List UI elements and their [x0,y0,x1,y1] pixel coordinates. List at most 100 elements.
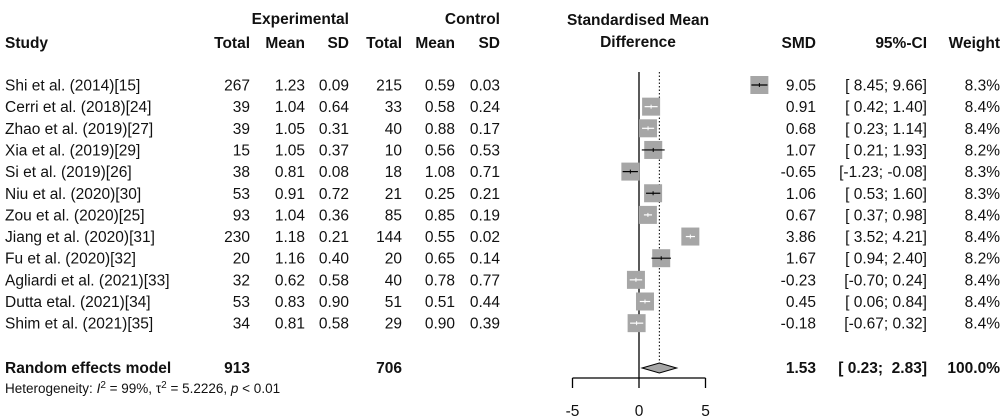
header-control: Control [445,11,500,28]
exp-total: 93 [233,207,250,224]
weight-value: 8.3% [965,164,1001,181]
exp-mean: 1.23 [275,78,305,95]
ctrl-total: 51 [385,294,402,311]
weight-value: 8.3% [965,186,1001,203]
smd-value: 3.86 [786,229,816,246]
ctrl-mean: 0.88 [425,121,455,138]
smd-value: -0.18 [781,316,816,333]
table-row: Agliardi et al. (2021)[33] 32 0.62 0.58 40 0.… [5,272,1000,289]
smd-value: 0.67 [786,207,816,224]
header-experimental: Experimental [252,11,349,28]
weight-value: 8.4% [965,99,1001,116]
ci-value: [ 8.45; 9.66] [845,78,927,95]
exp-mean: 0.81 [275,316,305,333]
ctrl-sd: 0.24 [470,99,501,116]
study-rows: Shi et al. (2014)[15] 267 1.23 0.09 215 0.59 0… [5,78,1000,333]
smd-value: -0.23 [781,272,816,289]
table-row: Dutta etal. (2021)[34] 53 0.83 0.90 51 0.51 0.… [5,294,1000,311]
ctrl-sd: 0.17 [470,121,500,138]
exp-mean: 0.62 [275,272,305,289]
ctrl-sd: 0.71 [470,164,500,181]
ctrl-total: 144 [376,229,402,246]
ctrl-mean: 0.51 [425,294,455,311]
weight-value: 8.4% [965,207,1001,224]
exp-total: 39 [233,121,250,138]
ctrl-total: 20 [385,251,403,268]
exp-sd: 0.40 [319,251,350,268]
ci-value: [ 0.53; 1.60] [845,186,927,203]
exp-sd: 0.08 [319,164,349,181]
ctrl-sd: 0.03 [470,78,500,95]
smd-value: 0.91 [786,99,816,116]
plot-marks: -5 0 5 [566,72,769,419]
weight-value: 8.4% [965,229,1001,246]
ctrl-sd: 0.19 [470,207,500,224]
exp-total: 267 [224,78,250,95]
exp-mean: 1.05 [275,142,305,159]
ctrl-sd: 0.39 [470,316,500,333]
ctrl-total: 21 [385,186,402,203]
table-row: Niu et al. (2020)[30] 53 0.91 0.72 21 0.25 0.2… [5,186,1000,203]
exp-mean: 1.16 [275,251,305,268]
ctrl-total: 40 [385,121,403,138]
exp-total: 20 [233,251,251,268]
ctrl-mean: 0.56 [425,142,455,159]
header-exp-mean: Mean [265,35,305,52]
study-name: Fu et al. (2020)[32] [5,251,136,268]
x-tick-label: 5 [701,403,710,419]
exp-total: 15 [233,142,250,159]
smd-value: 0.68 [786,121,816,138]
study-name: Agliardi et al. (2021)[33] [5,272,170,289]
ctrl-total: 10 [385,142,403,159]
ctrl-total: 40 [385,272,403,289]
smd-value: 1.06 [786,186,816,203]
study-name: Xia et al. (2019)[29] [5,142,140,159]
het-p: p [230,381,239,396]
ctrl-mean: 0.85 [425,207,455,224]
x-tick-label: 0 [635,403,644,419]
header-smd: SMD [782,35,816,52]
summary-ci: [ 0.23; 2.83] [838,360,927,377]
exp-total: 34 [233,316,251,333]
table-row: Si et al. (2019)[26] 38 0.81 0.08 18 1.08 0.71… [5,164,1000,181]
weight-value: 8.4% [965,272,1001,289]
exp-sd: 0.72 [319,186,349,203]
exp-sd: 0.64 [319,99,350,116]
ctrl-mean: 0.59 [425,78,455,95]
ctrl-total: 33 [385,99,402,116]
het-tau: τ [156,381,162,396]
exp-sd: 0.31 [319,121,349,138]
header: Study Experimental Control Total Mean SD… [5,11,1000,52]
x-tick-label: -5 [566,403,580,419]
study-name: Shim et al. (2021)[35] [5,316,153,333]
smd-value: 1.07 [786,142,816,159]
header-plot-line1: Standardised Mean [567,12,709,29]
table-row: Zhao et al. (2019)[27] 39 1.05 0.31 40 0.88 0.… [5,121,1000,138]
study-name: Shi et al. (2014)[15] [5,78,140,95]
smd-value: 0.45 [786,294,816,311]
smd-value: 9.05 [786,78,816,95]
ctrl-total: 29 [385,316,402,333]
header-plot-line2: Difference [600,34,676,51]
smd-value: -0.65 [781,164,816,181]
header-ctrl-total: Total [366,35,402,52]
summary-diamond [640,362,679,374]
ci-value: [-0.70; 0.24] [844,272,927,289]
exp-sd: 0.58 [319,272,349,289]
table-row: Fu et al. (2020)[32] 20 1.16 0.40 20 0.65 0.14… [5,251,1000,268]
smd-value: 1.67 [786,251,816,268]
ci-value: [ 0.42; 1.40] [845,99,927,116]
ci-value: [ 0.21; 1.93] [845,142,927,159]
exp-mean: 0.91 [275,186,305,203]
exp-sd: 0.90 [319,294,350,311]
exp-sd: 0.58 [319,316,349,333]
ctrl-mean: 0.25 [425,186,455,203]
study-name: Cerri et al. (2018)[24] [5,99,151,116]
exp-mean: 1.18 [275,229,305,246]
weight-value: 8.4% [965,121,1001,138]
exp-total: 53 [233,186,250,203]
table-row: Xia et al. (2019)[29] 15 1.05 0.37 10 0.56 0.5… [5,142,1000,159]
ctrl-mean: 1.08 [425,164,455,181]
ctrl-total: 18 [385,164,402,181]
